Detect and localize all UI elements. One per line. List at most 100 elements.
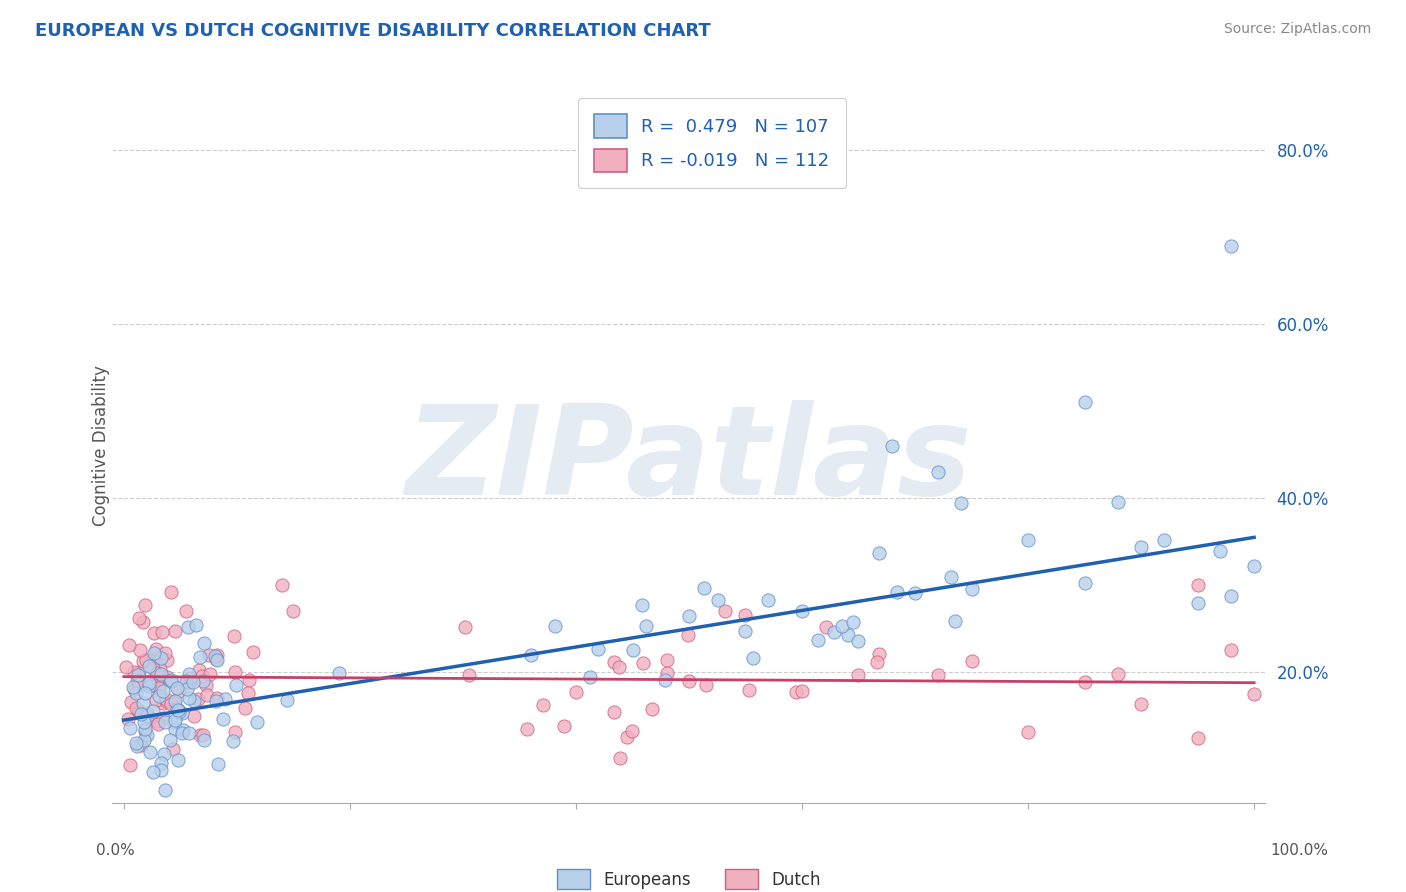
Point bbox=[177, 725, 200, 739]
Point bbox=[544, 619, 567, 633]
Point bbox=[790, 684, 813, 698]
Point bbox=[212, 712, 235, 726]
Point bbox=[134, 722, 156, 736]
Point bbox=[183, 709, 205, 723]
Point bbox=[1220, 589, 1243, 603]
Point bbox=[160, 673, 183, 688]
Point bbox=[146, 714, 169, 728]
Point bbox=[678, 674, 700, 689]
Point bbox=[127, 703, 149, 717]
Point bbox=[160, 673, 183, 687]
Point bbox=[146, 681, 169, 696]
Point bbox=[1107, 667, 1129, 681]
Point bbox=[117, 712, 139, 726]
Point bbox=[960, 654, 983, 668]
Point bbox=[205, 652, 228, 666]
Point bbox=[531, 698, 554, 713]
Point bbox=[183, 675, 205, 690]
Point bbox=[148, 690, 170, 704]
Point bbox=[146, 716, 169, 731]
Point bbox=[848, 633, 870, 648]
Point bbox=[152, 696, 174, 710]
Point bbox=[163, 714, 186, 729]
Point bbox=[179, 671, 201, 685]
Point bbox=[152, 711, 174, 725]
Point bbox=[125, 673, 148, 688]
Point bbox=[142, 704, 165, 718]
Point bbox=[166, 681, 188, 695]
Point bbox=[194, 678, 217, 692]
Point bbox=[1209, 544, 1232, 558]
Point bbox=[153, 783, 176, 797]
Point bbox=[242, 645, 264, 659]
Point bbox=[156, 653, 179, 667]
Point bbox=[1153, 533, 1175, 547]
Point bbox=[132, 714, 155, 729]
Point bbox=[142, 764, 165, 779]
Point bbox=[191, 728, 214, 742]
Point bbox=[457, 668, 479, 682]
Point bbox=[657, 665, 679, 680]
Point bbox=[565, 685, 588, 699]
Text: 0.0%: 0.0% bbox=[96, 843, 135, 858]
Text: Source: ZipAtlas.com: Source: ZipAtlas.com bbox=[1223, 22, 1371, 37]
Text: ZIPatlas: ZIPatlas bbox=[406, 400, 972, 521]
Point bbox=[129, 706, 152, 721]
Point bbox=[198, 648, 221, 662]
Point bbox=[865, 655, 887, 669]
Point bbox=[678, 609, 700, 624]
Point bbox=[127, 667, 149, 681]
Point bbox=[134, 733, 156, 747]
Point bbox=[195, 688, 218, 702]
Point bbox=[132, 615, 155, 630]
Point bbox=[159, 697, 181, 711]
Point bbox=[174, 604, 197, 618]
Point bbox=[128, 665, 150, 679]
Point bbox=[207, 690, 229, 705]
Point bbox=[169, 683, 191, 698]
Point bbox=[142, 661, 165, 675]
Point bbox=[152, 683, 174, 698]
Point bbox=[218, 823, 240, 838]
Point bbox=[609, 659, 631, 673]
Point bbox=[621, 643, 644, 657]
Point bbox=[222, 734, 245, 748]
Point bbox=[868, 546, 890, 560]
Point bbox=[153, 747, 176, 761]
Point bbox=[131, 739, 153, 753]
Point bbox=[120, 757, 142, 772]
Point bbox=[1107, 494, 1129, 508]
Point bbox=[1017, 724, 1039, 739]
Point bbox=[454, 619, 477, 633]
Legend: Europeans, Dutch: Europeans, Dutch bbox=[548, 861, 830, 892]
Point bbox=[149, 662, 172, 676]
Point bbox=[238, 673, 260, 687]
Point bbox=[756, 592, 779, 607]
Point bbox=[170, 706, 193, 720]
Point bbox=[904, 586, 927, 600]
Point bbox=[155, 694, 177, 708]
Point bbox=[225, 677, 247, 691]
Point bbox=[167, 705, 190, 719]
Point bbox=[714, 604, 737, 618]
Point bbox=[927, 668, 949, 682]
Point bbox=[120, 695, 142, 709]
Point bbox=[139, 745, 162, 759]
Point bbox=[738, 683, 761, 698]
Point bbox=[155, 691, 177, 706]
Point bbox=[145, 693, 167, 707]
Point bbox=[1243, 558, 1265, 573]
Point bbox=[676, 628, 699, 642]
Point bbox=[138, 675, 160, 690]
Point bbox=[124, 736, 146, 750]
Point bbox=[233, 701, 256, 715]
Point bbox=[155, 714, 177, 729]
Point bbox=[128, 677, 150, 691]
Point bbox=[163, 624, 186, 638]
Point bbox=[134, 686, 156, 700]
Point bbox=[170, 725, 193, 739]
Point bbox=[139, 673, 162, 688]
Point bbox=[283, 604, 305, 618]
Point bbox=[205, 652, 228, 666]
Point bbox=[631, 599, 654, 613]
